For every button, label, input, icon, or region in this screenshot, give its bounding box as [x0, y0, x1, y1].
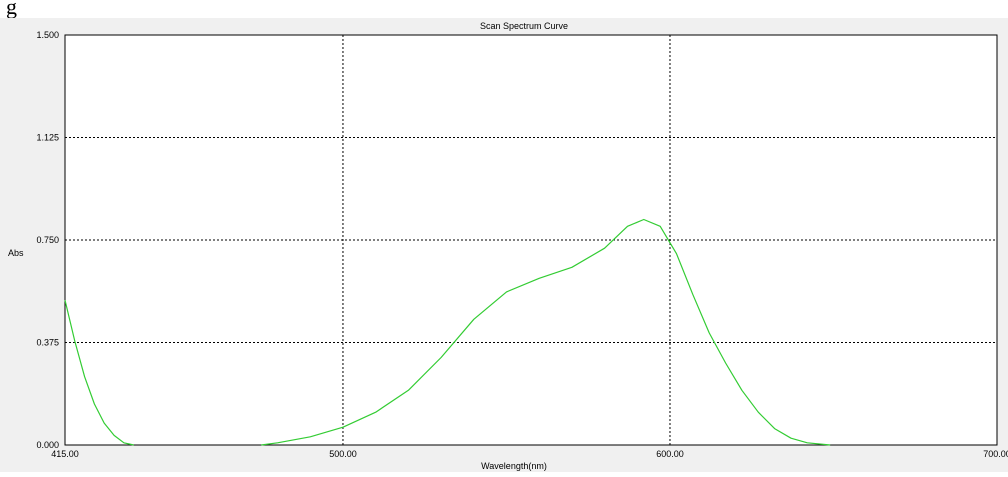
y-tick-label: 1.500 [36, 30, 59, 40]
x-tick-label: 500.00 [329, 449, 357, 459]
y-tick-label: 0.750 [36, 235, 59, 245]
x-axis-label: Wavelength(nm) [481, 461, 547, 471]
y-tick-label: 0.375 [36, 338, 59, 348]
spectrum-chart: Scan Spectrum Curve Abs Wavelength(nm) 1… [8, 21, 1008, 471]
x-tick-label: 600.00 [656, 449, 684, 459]
x-tick-label: 700.00 [983, 449, 1008, 459]
series-line [261, 218, 831, 446]
x-tick-label: 415.00 [51, 449, 79, 459]
y-tick-label: 1.125 [36, 133, 59, 143]
chart-panel: Scan Spectrum Curve Abs Wavelength(nm) 1… [0, 18, 1008, 472]
series-line [64, 299, 134, 446]
chart-title: Scan Spectrum Curve [480, 21, 568, 31]
series-layer [64, 218, 831, 446]
header-strip: g [0, 0, 1008, 19]
y-tick-label: 0.000 [36, 440, 59, 450]
y-axis-label: Abs [8, 248, 24, 258]
header-partial-text: g [6, 0, 17, 19]
grid-layer [65, 35, 997, 445]
